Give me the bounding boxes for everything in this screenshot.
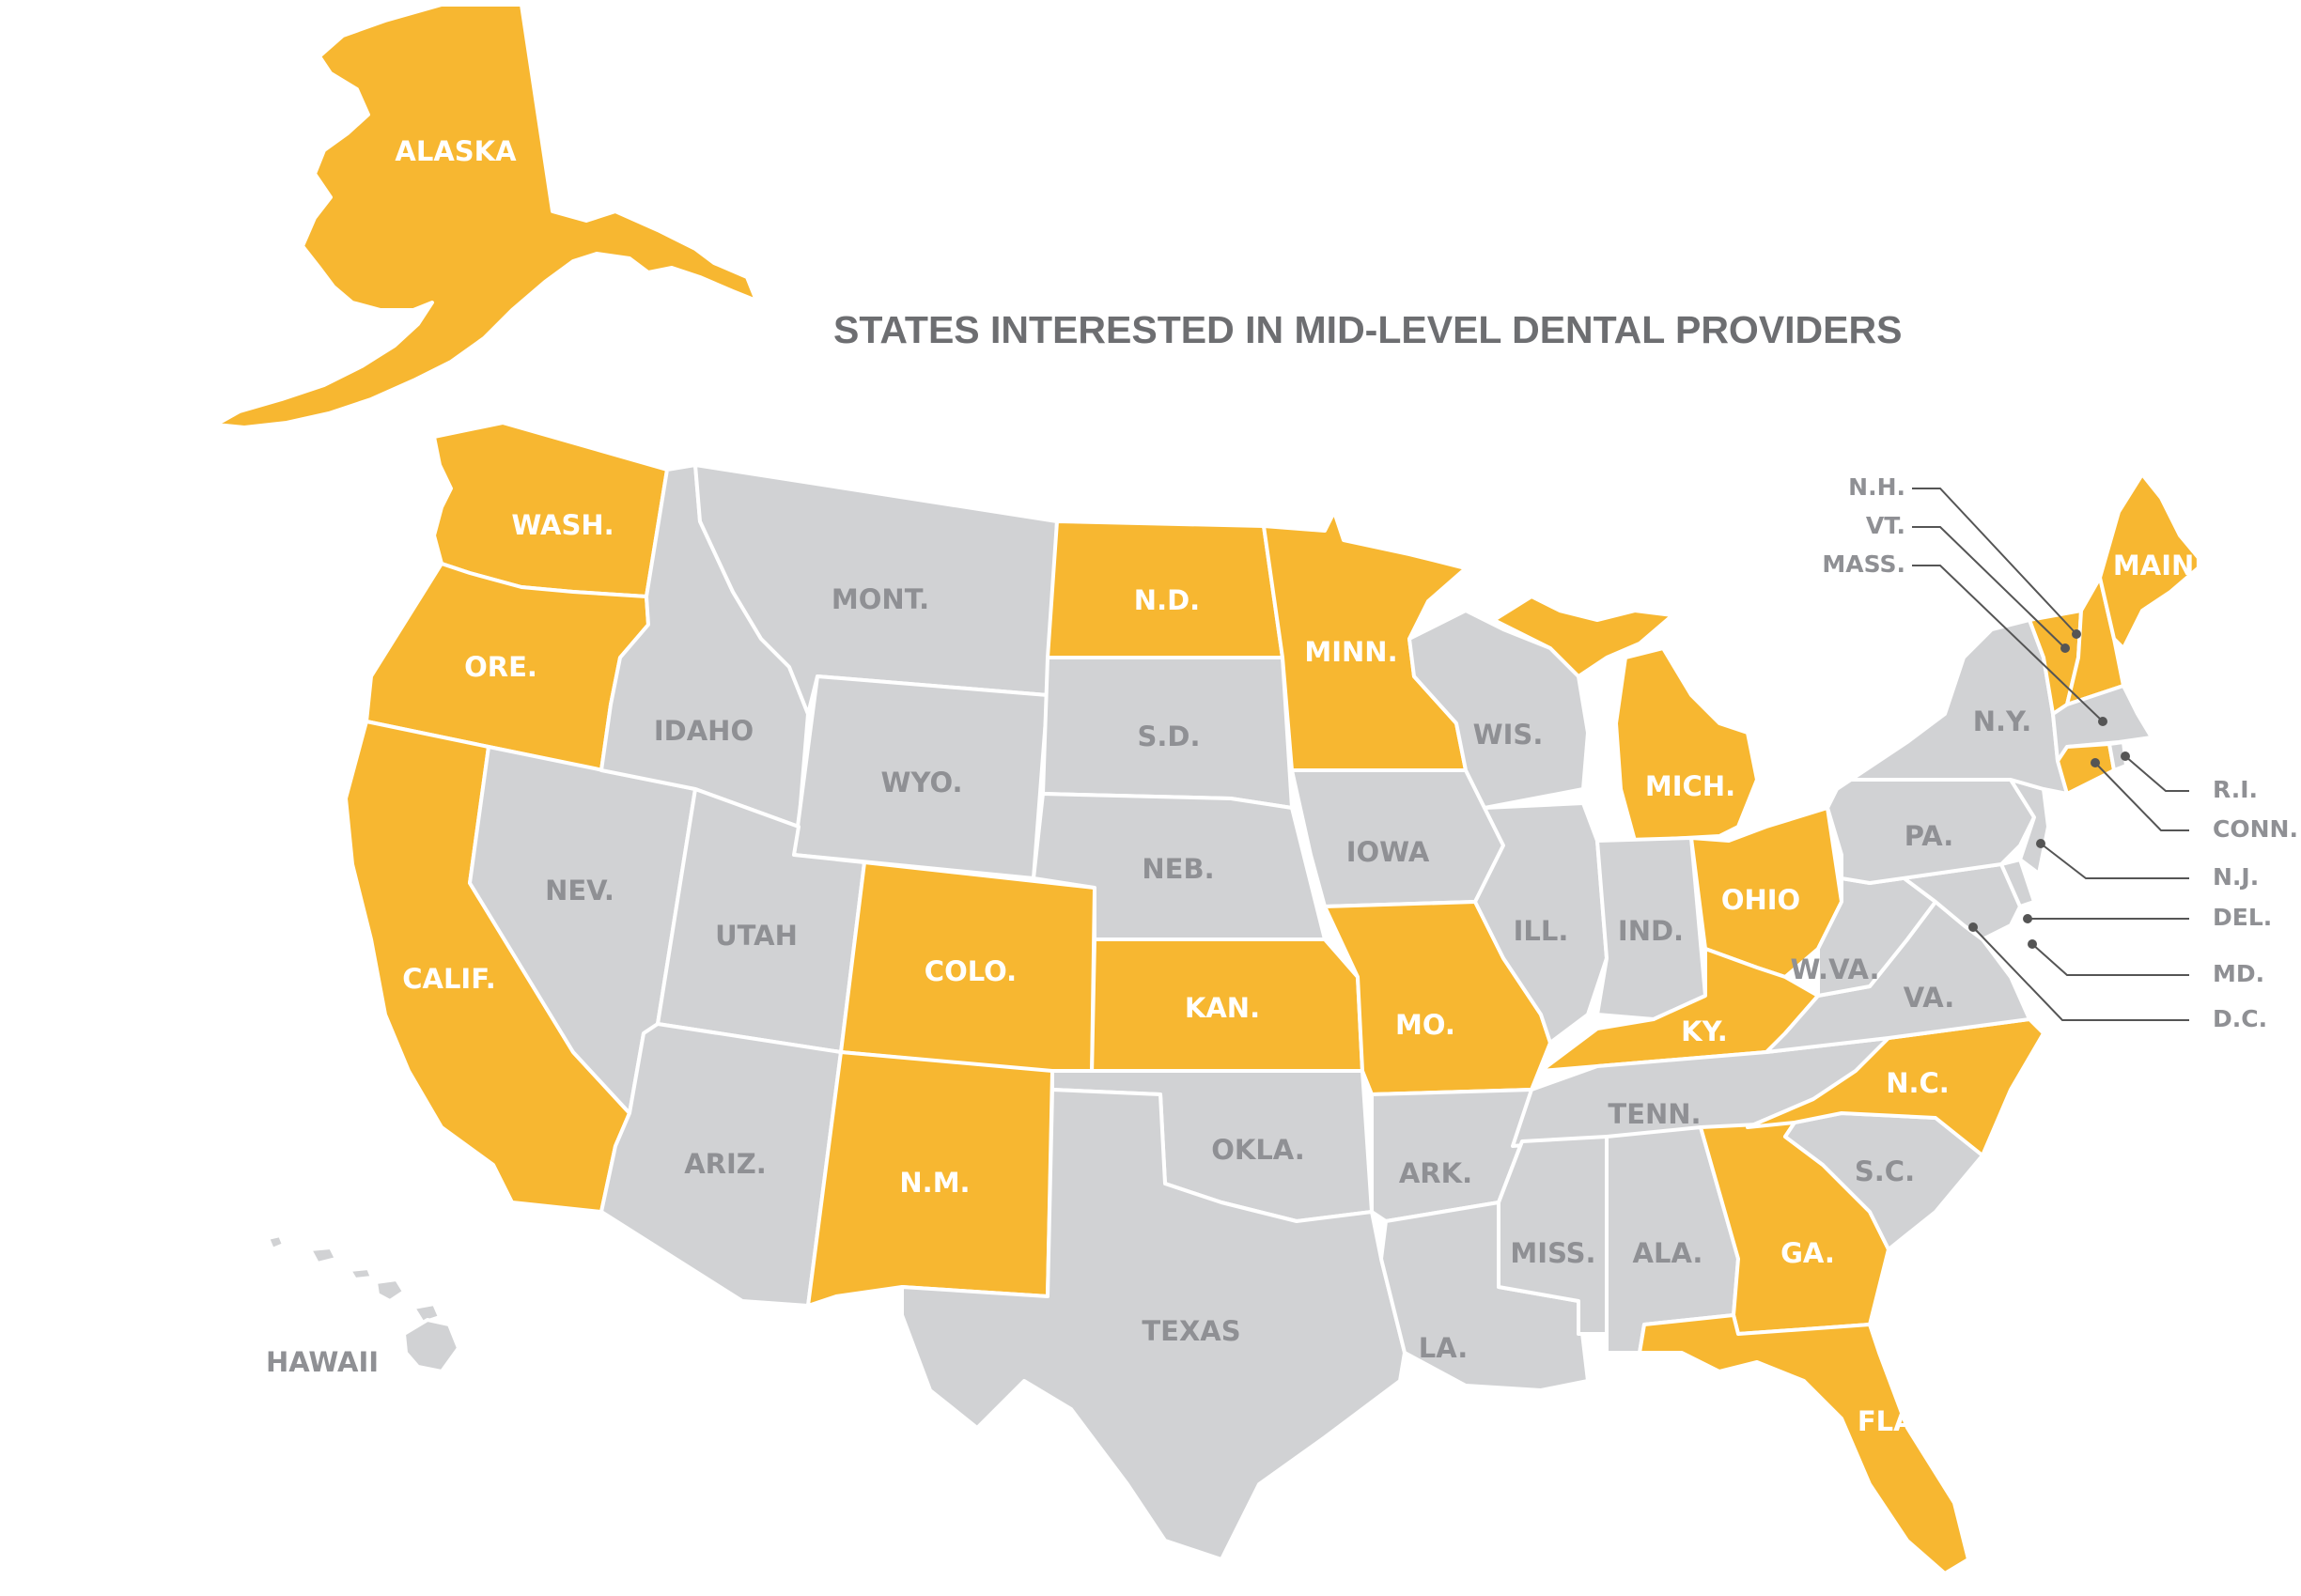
- label-md: MD.: [2213, 960, 2264, 987]
- label-ariz: ARIZ.: [684, 1148, 767, 1180]
- label-sc: S.C.: [1855, 1155, 1915, 1187]
- leader-nj: [2040, 843, 2189, 879]
- label-neb: NEB.: [1142, 853, 1214, 885]
- label-ala: ALA.: [1633, 1237, 1703, 1269]
- callout-leaders: [1912, 488, 2189, 1021]
- label-nc: N.C.: [1886, 1067, 1950, 1099]
- state-maine[interactable]: [2098, 473, 2205, 650]
- label-pa: PA.: [1905, 820, 1954, 852]
- callout-labels: N.H. VT. MASS. R.I. CONN. N.J. DEL. MD. …: [1822, 473, 2298, 1032]
- label-mich: MICH.: [1645, 770, 1735, 802]
- label-colo: COLO.: [925, 955, 1017, 987]
- state-del[interactable]: [1999, 858, 2036, 908]
- leader-nh: [1912, 488, 2077, 635]
- label-sd: S.D.: [1138, 721, 1201, 752]
- leader-md: [2031, 943, 2189, 976]
- label-va: VA.: [1904, 982, 1954, 1014]
- label-ny: N.Y.: [1973, 705, 2032, 737]
- map-title: STATES INTERESTED IN MID-LEVEL DENTAL PR…: [833, 308, 1902, 351]
- label-ind: IND.: [1618, 915, 1684, 947]
- state-ny[interactable]: [1849, 618, 2069, 796]
- label-wis: WIS.: [1473, 719, 1544, 751]
- state-alaska[interactable]: [214, 3, 758, 429]
- label-okla: OKLA.: [1211, 1134, 1305, 1166]
- label-ga: GA.: [1780, 1237, 1835, 1269]
- leader-vt: [1912, 526, 2066, 649]
- label-tenn: TENN.: [1608, 1098, 1701, 1130]
- state-wis[interactable]: [1407, 609, 1590, 810]
- label-nh: N.H.: [1848, 473, 1905, 501]
- label-texas: TEXAS: [1142, 1315, 1240, 1347]
- label-wash: WASH.: [511, 509, 614, 541]
- state-hawaii[interactable]: [266, 1233, 460, 1373]
- label-wva: W.VA.: [1790, 953, 1879, 985]
- label-ohio: OHIO: [1721, 884, 1800, 916]
- label-la: LA.: [1419, 1332, 1468, 1364]
- label-utah: UTAH: [715, 920, 798, 952]
- label-kan: KAN.: [1185, 992, 1260, 1024]
- label-miss: MISS.: [1510, 1237, 1595, 1269]
- leader-ri: [2124, 755, 2189, 792]
- label-hawaii: HAWAII: [266, 1346, 379, 1378]
- label-ore: ORE.: [464, 651, 537, 683]
- label-mass: MASS.: [1822, 550, 1905, 578]
- label-ri: R.I.: [2213, 776, 2258, 803]
- label-mont: MONT.: [832, 583, 929, 615]
- label-maine: MAINE: [2113, 550, 2213, 581]
- label-iowa: IOWA: [1346, 836, 1430, 868]
- state-pa[interactable]: [1826, 778, 2036, 885]
- state-labels: ALASKA HAWAII WASH. ORE. CALIF. NEV. IDA…: [266, 135, 2213, 1437]
- label-nd: N.D.: [1134, 584, 1200, 616]
- leader-mass: [1912, 565, 2104, 722]
- state-conn[interactable]: [2056, 742, 2116, 796]
- state-ill[interactable]: [1473, 801, 1609, 1045]
- label-fla: FLA.: [1858, 1405, 1925, 1437]
- label-minn: MINN.: [1304, 636, 1397, 668]
- label-alaska: ALASKA: [395, 135, 517, 167]
- label-wyo: WYO.: [881, 767, 963, 798]
- label-vt: VT.: [1866, 512, 1905, 539]
- label-idaho: IDAHO: [654, 715, 754, 747]
- label-nev: NEV.: [545, 875, 614, 906]
- state-ri[interactable]: [2107, 740, 2128, 772]
- state-texas[interactable]: [900, 1088, 1407, 1561]
- label-ark: ARK.: [1399, 1157, 1472, 1189]
- state-fla[interactable]: [1638, 1313, 1970, 1575]
- label-dc: D.C.: [2213, 1005, 2267, 1032]
- label-nj: N.J.: [2213, 863, 2259, 891]
- label-ky: KY.: [1681, 1015, 1728, 1047]
- leader-conn: [2094, 762, 2189, 831]
- state-mich[interactable]: [1492, 595, 1759, 843]
- label-mo: MO.: [1395, 1009, 1455, 1041]
- label-conn: CONN.: [2213, 815, 2298, 843]
- label-ill: ILL.: [1514, 915, 1569, 947]
- label-calif: CALIF.: [402, 963, 496, 995]
- label-del: DEL.: [2213, 904, 2272, 931]
- leader-dc: [1972, 926, 2189, 1021]
- label-nm: N.M.: [899, 1167, 970, 1199]
- state-nc[interactable]: [1746, 1017, 2045, 1157]
